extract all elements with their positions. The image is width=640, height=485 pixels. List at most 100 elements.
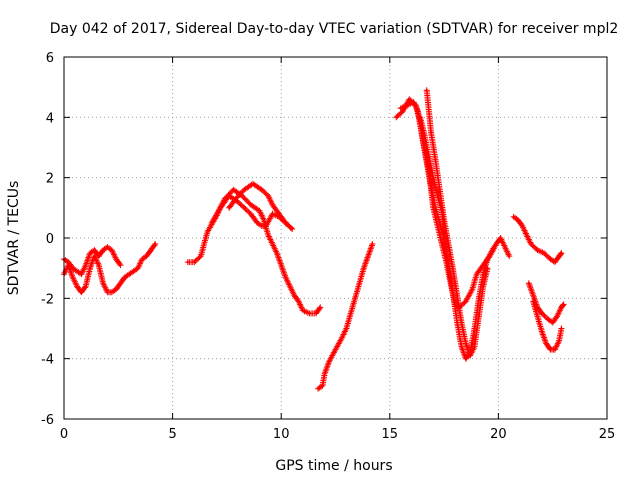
- x-axis-label: GPS time / hours: [275, 458, 392, 474]
- data-point: [482, 285, 485, 288]
- data-point: [540, 312, 543, 315]
- y-tick-label: 6: [46, 51, 54, 66]
- data-point: [93, 248, 96, 252]
- data-point: [371, 242, 374, 246]
- data-point: [314, 312, 318, 315]
- data-point: [551, 321, 554, 324]
- chart-title: Day 042 of 2017, Sidereal Day-to-day VTE…: [50, 21, 619, 37]
- data-point: [434, 158, 437, 161]
- data-point: [423, 134, 426, 137]
- data-point: [555, 315, 559, 318]
- data-point: [558, 254, 561, 258]
- data-point: [275, 251, 279, 255]
- data-point: [455, 321, 459, 324]
- data-point: [258, 209, 261, 212]
- data-point: [249, 203, 252, 206]
- data-point: [451, 267, 454, 270]
- data-point: [464, 300, 467, 303]
- data-point: [527, 282, 530, 285]
- data-point: [210, 221, 213, 225]
- series-markers: [208, 192, 296, 232]
- data-point: [321, 384, 324, 387]
- data-point: [464, 342, 467, 345]
- data-point: [477, 315, 481, 318]
- data-point: [262, 218, 265, 222]
- data-point: [516, 218, 520, 222]
- data-point: [419, 116, 422, 119]
- data-point: [425, 89, 428, 92]
- data-point: [464, 357, 467, 360]
- data-point: [319, 306, 322, 309]
- data-point: [495, 242, 498, 246]
- data-point: [553, 348, 557, 351]
- data-point: [366, 254, 370, 258]
- series-markers: [315, 241, 376, 392]
- series-4: [208, 192, 296, 232]
- data-point: [353, 297, 357, 300]
- data-point: [80, 291, 83, 294]
- data-point: [145, 254, 148, 258]
- data-point: [271, 212, 274, 216]
- data-point: [123, 276, 127, 279]
- data-point: [558, 339, 561, 342]
- data-point: [199, 254, 202, 258]
- data-point: [486, 257, 489, 261]
- data-point: [267, 233, 270, 237]
- y-tick-label: 2: [46, 172, 54, 187]
- data-point: [243, 188, 246, 191]
- data-point: [154, 242, 157, 246]
- data-point: [271, 242, 274, 246]
- data-point: [234, 197, 237, 200]
- data-point: [88, 251, 92, 255]
- data-point: [119, 282, 122, 285]
- data-point: [97, 263, 101, 267]
- data-point: [460, 321, 463, 324]
- data-point: [316, 387, 320, 390]
- data-point: [290, 227, 294, 231]
- axis-ticks: 0 5 10 15 20 25 -6 -4 -2 0 2 4 6: [41, 51, 615, 442]
- data-point: [106, 291, 109, 294]
- data-point: [84, 285, 87, 288]
- data-point: [447, 242, 450, 246]
- data-point: [401, 110, 404, 113]
- series-markers: [184, 186, 324, 317]
- data-point: [560, 327, 563, 330]
- data-point: [280, 263, 283, 267]
- y-tick-label: 0: [46, 232, 54, 247]
- x-tick-label: 0: [60, 427, 68, 442]
- data-point: [260, 188, 263, 191]
- data-point: [88, 267, 92, 270]
- data-point: [416, 110, 420, 113]
- data-point: [473, 345, 476, 348]
- data-point: [529, 242, 533, 246]
- data-point: [128, 273, 131, 276]
- data-point: [301, 309, 305, 312]
- data-point: [243, 206, 246, 209]
- data-point: [293, 294, 296, 297]
- data-point: [521, 224, 524, 228]
- data-point: [67, 260, 70, 264]
- data-point: [264, 224, 268, 228]
- data-point: [525, 233, 528, 237]
- data-point: [442, 218, 446, 222]
- data-point: [434, 206, 437, 209]
- data-point: [236, 200, 239, 203]
- data-points: [61, 87, 567, 392]
- data-point: [327, 360, 331, 363]
- data-point: [486, 267, 489, 270]
- data-point: [206, 230, 209, 234]
- data-point: [549, 348, 552, 351]
- data-point: [114, 257, 118, 261]
- data-point: [323, 372, 326, 375]
- data-point: [560, 306, 563, 309]
- x-tick-label: 15: [382, 427, 399, 442]
- data-point: [399, 107, 402, 110]
- data-point: [432, 176, 435, 179]
- data-point: [101, 248, 105, 252]
- plot-frame: [63, 56, 608, 420]
- y-axis-label: SDTVAR / TECUs: [6, 181, 22, 296]
- x-tick-label: 20: [490, 427, 507, 442]
- y-tick-label: -2: [41, 292, 54, 307]
